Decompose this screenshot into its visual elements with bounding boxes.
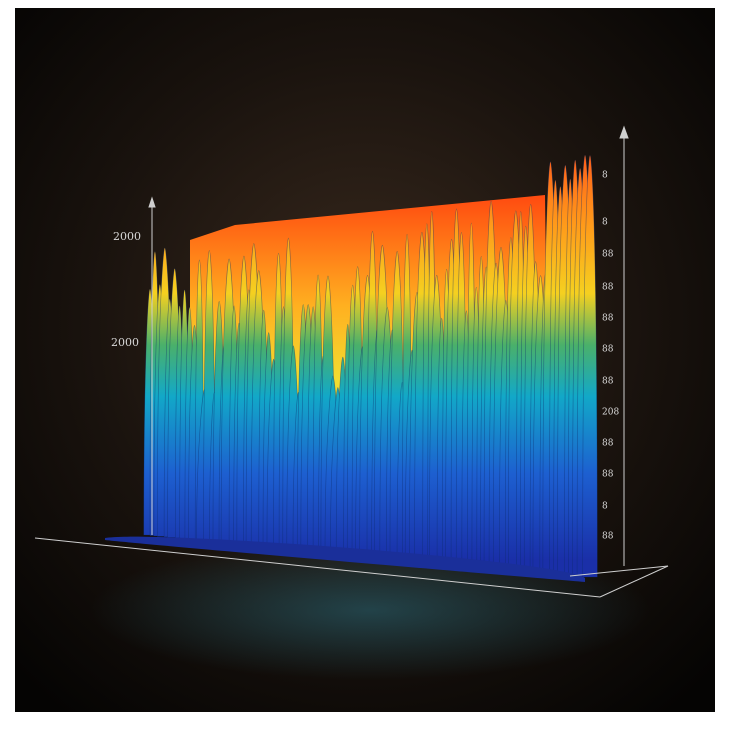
right-label: 8 [602, 218, 608, 228]
right-label: 88 [602, 439, 614, 449]
scene: 2000 2000 8888888888882088888888 [0, 0, 730, 738]
right-label: 88 [602, 377, 614, 387]
right-label: 88 [602, 283, 614, 293]
right-label: 88 [602, 345, 614, 355]
right-label: 88 [602, 314, 614, 324]
right-label: 88 [602, 250, 614, 260]
left-label: 2000 [113, 230, 141, 243]
right-label: 88 [602, 532, 614, 542]
right-label: 8 [602, 502, 608, 512]
right-label: 88 [602, 470, 614, 480]
right-label: 208 [602, 408, 619, 418]
left-label: 2000 [111, 336, 139, 349]
right-label: 8 [602, 171, 608, 181]
